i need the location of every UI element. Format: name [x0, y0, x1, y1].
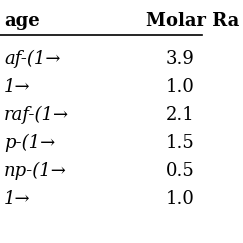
Text: 1→: 1→: [4, 78, 31, 96]
Text: af-(1→: af-(1→: [4, 50, 61, 68]
Text: Molar Ra: Molar Ra: [146, 12, 239, 30]
Text: 3.9: 3.9: [166, 50, 195, 68]
Text: 1.0: 1.0: [166, 190, 195, 208]
Text: 0.5: 0.5: [166, 162, 195, 180]
Text: age: age: [4, 12, 40, 30]
Text: 1.0: 1.0: [166, 78, 195, 96]
Text: np-(1→: np-(1→: [4, 162, 67, 180]
Text: 1→: 1→: [4, 190, 31, 208]
Text: p-(1→: p-(1→: [4, 134, 55, 152]
Text: raf-(1→: raf-(1→: [4, 106, 69, 124]
Text: 2.1: 2.1: [166, 106, 195, 124]
Text: 1.5: 1.5: [166, 134, 195, 152]
